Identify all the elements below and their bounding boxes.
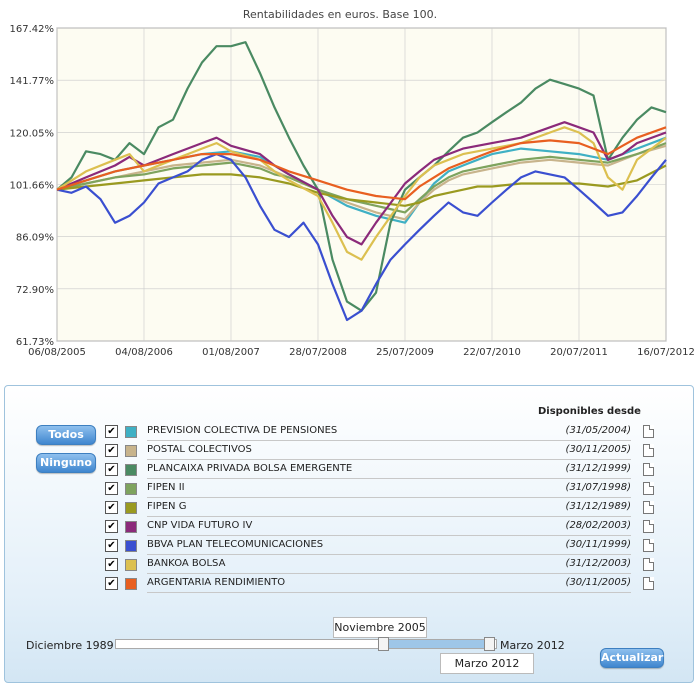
fund-name: FIPEN G bbox=[147, 498, 513, 517]
x-tick-label: 22/07/2010 bbox=[463, 347, 521, 358]
fund-available-date: (31/05/2004) bbox=[513, 422, 631, 441]
x-tick-label: 04/08/2006 bbox=[115, 347, 173, 358]
y-tick-label: 141.77% bbox=[10, 76, 55, 87]
fund-name: BBVA PLAN TELECOMUNICACIONES bbox=[147, 536, 513, 555]
x-tick-label: 28/07/2008 bbox=[289, 347, 347, 358]
document-icon[interactable] bbox=[643, 539, 654, 552]
fund-row: ✔ FIPEN G (31/12/1989) bbox=[103, 498, 663, 517]
fund-color-swatch bbox=[125, 559, 137, 571]
document-icon[interactable] bbox=[643, 463, 654, 476]
document-icon[interactable] bbox=[643, 577, 654, 590]
fund-row: ✔ ARGENTARIA RENDIMIENTO (30/11/2005) bbox=[103, 574, 663, 593]
series-line bbox=[56, 126, 667, 201]
fund-checkbox[interactable]: ✔ bbox=[105, 501, 118, 514]
y-tick-label: 101.66% bbox=[10, 181, 55, 192]
x-tick-label: 06/08/2005 bbox=[28, 347, 86, 358]
range-start-date: Noviembre 2005 bbox=[333, 617, 427, 638]
fund-color-swatch bbox=[125, 540, 137, 552]
range-end-date: Marzo 2012 bbox=[440, 653, 534, 674]
fund-available-date: (31/12/2003) bbox=[513, 555, 631, 574]
update-button[interactable]: Actualizar bbox=[600, 648, 664, 668]
fund-available-date: (30/11/1999) bbox=[513, 536, 631, 555]
y-tick-label: 167.42% bbox=[10, 24, 55, 35]
fund-name: CNP VIDA FUTURO IV bbox=[147, 517, 513, 536]
fund-color-swatch bbox=[125, 502, 137, 514]
fund-color-swatch bbox=[125, 483, 137, 495]
fund-available-date: (31/07/1998) bbox=[513, 479, 631, 498]
range-max-label: Marzo 2012 bbox=[500, 639, 565, 652]
fund-color-swatch bbox=[125, 521, 137, 533]
y-tick-label: 86.09% bbox=[16, 233, 54, 244]
fund-row: ✔ BANKOA BOLSA (31/12/2003) bbox=[103, 555, 663, 574]
range-end-handle[interactable] bbox=[484, 637, 495, 651]
fund-name: POSTAL COLECTIVOS bbox=[147, 441, 513, 460]
fund-available-date: (31/12/1999) bbox=[513, 460, 631, 479]
fund-color-swatch bbox=[125, 578, 137, 590]
performance-chart: Rentabilidades en euros. Base 100. 06/08… bbox=[10, 8, 695, 358]
date-range-selection bbox=[387, 640, 487, 648]
document-icon[interactable] bbox=[643, 482, 654, 495]
fund-row: ✔ POSTAL COLECTIVOS (30/11/2005) bbox=[103, 441, 663, 460]
fund-name: PREVISION COLECTIVA DE PENSIONES bbox=[147, 422, 513, 441]
series-line bbox=[56, 153, 667, 322]
fund-name: BANKOA BOLSA bbox=[147, 555, 513, 574]
range-min-label: Diciembre 1989 bbox=[26, 639, 114, 652]
fund-checkbox[interactable]: ✔ bbox=[105, 425, 118, 438]
fund-name: FIPEN II bbox=[147, 479, 513, 498]
document-icon[interactable] bbox=[643, 501, 654, 514]
fund-color-swatch bbox=[125, 426, 137, 438]
range-start-handle[interactable] bbox=[378, 637, 389, 651]
fund-checkbox[interactable]: ✔ bbox=[105, 577, 118, 590]
document-icon[interactable] bbox=[643, 520, 654, 533]
y-tick-label: 72.90% bbox=[16, 285, 54, 296]
fund-row: ✔ PLANCAIXA PRIVADA BOLSA EMERGENTE (31/12… bbox=[103, 460, 663, 479]
fund-available-date: (30/11/2005) bbox=[513, 574, 631, 593]
x-tick-label: 01/08/2007 bbox=[202, 347, 260, 358]
fund-row: ✔ CNP VIDA FUTURO IV (28/02/2003) bbox=[103, 517, 663, 536]
document-icon[interactable] bbox=[643, 558, 654, 571]
fund-checkbox[interactable]: ✔ bbox=[105, 444, 118, 457]
series-line bbox=[56, 142, 667, 214]
fund-checkbox[interactable]: ✔ bbox=[105, 463, 118, 476]
fund-row: ✔ FIPEN II (31/07/1998) bbox=[103, 479, 663, 498]
fund-name: PLANCAIXA PRIVADA BOLSA EMERGENTE bbox=[147, 460, 513, 479]
select-none-button[interactable]: Ninguno bbox=[36, 453, 96, 473]
fund-checkbox[interactable]: ✔ bbox=[105, 520, 118, 533]
fund-color-swatch bbox=[125, 445, 137, 457]
fund-available-date: (30/11/2005) bbox=[513, 441, 631, 460]
fund-name: ARGENTARIA RENDIMIENTO bbox=[147, 574, 513, 593]
fund-color-swatch bbox=[125, 464, 137, 476]
select-all-button[interactable]: Todos bbox=[36, 425, 96, 445]
date-range-slider[interactable] bbox=[115, 639, 497, 649]
fund-checkbox[interactable]: ✔ bbox=[105, 558, 118, 571]
chart-title: Rentabilidades en euros. Base 100. bbox=[243, 8, 437, 21]
fund-row: ✔ BBVA PLAN TELECOMUNICACIONES (30/11/1999… bbox=[103, 536, 663, 555]
fund-row: ✔ PREVISION COLECTIVA DE PENSIONES (31/05/… bbox=[103, 422, 663, 441]
x-tick-label: 25/07/2009 bbox=[376, 347, 434, 358]
document-icon[interactable] bbox=[643, 444, 654, 457]
series-line bbox=[56, 126, 667, 261]
fund-available-date: (31/12/1989) bbox=[513, 498, 631, 517]
fund-available-date: (28/02/2003) bbox=[513, 517, 631, 536]
fund-checkbox[interactable]: ✔ bbox=[105, 539, 118, 552]
y-tick-label: 120.05% bbox=[10, 128, 55, 139]
series-line bbox=[56, 121, 667, 246]
fund-checkbox[interactable]: ✔ bbox=[105, 482, 118, 495]
y-tick-label: 61.73% bbox=[16, 337, 54, 348]
x-tick-label: 16/07/2012 bbox=[637, 347, 695, 358]
available-since-header: Disponibles desde bbox=[538, 406, 641, 417]
x-tick-label: 20/07/2011 bbox=[550, 347, 608, 358]
document-icon[interactable] bbox=[643, 425, 654, 438]
